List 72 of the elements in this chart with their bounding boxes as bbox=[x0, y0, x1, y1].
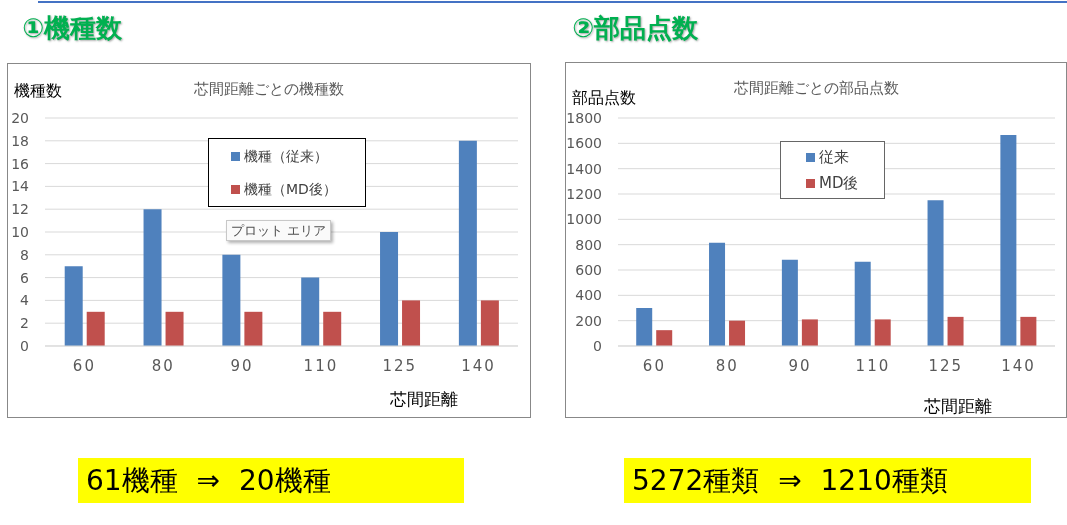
y-tick-label: 10 bbox=[11, 223, 29, 240]
legend-label: MD後 bbox=[819, 174, 859, 192]
y-tick-label: 1200 bbox=[566, 185, 602, 202]
x-tick-label: 110 bbox=[855, 356, 891, 375]
y-tick-label: 1600 bbox=[566, 135, 602, 152]
bar bbox=[458, 140, 477, 346]
bar bbox=[165, 311, 184, 346]
y-tick-label: 1800 bbox=[566, 109, 602, 126]
y-tick-label: 18 bbox=[11, 132, 29, 149]
legend-label: 機種（MD後） bbox=[244, 181, 337, 197]
bar bbox=[854, 261, 871, 346]
bar bbox=[380, 232, 399, 346]
bar bbox=[1020, 316, 1037, 346]
bar bbox=[947, 316, 964, 346]
bar bbox=[927, 200, 944, 346]
bar bbox=[402, 300, 421, 346]
y-tick-label: 0 bbox=[593, 337, 602, 354]
text: ②部品点数 bbox=[572, 13, 699, 43]
bar bbox=[709, 242, 726, 346]
y-tick-label: 200 bbox=[575, 312, 602, 329]
bar bbox=[244, 311, 263, 346]
bar bbox=[143, 209, 162, 346]
bar bbox=[323, 311, 342, 346]
text: 61機種 ⇒ 20機種 bbox=[86, 464, 331, 497]
x-tick-label: 110 bbox=[303, 356, 339, 375]
bar bbox=[729, 320, 746, 346]
bar bbox=[636, 308, 653, 346]
y-tick-label: 1400 bbox=[566, 160, 602, 177]
chart-title: 芯間距離ごとの部品点数 bbox=[733, 79, 899, 97]
y-tick-label: 600 bbox=[575, 261, 602, 278]
y-tick-label: 12 bbox=[11, 201, 29, 218]
bar bbox=[64, 266, 83, 346]
y-axis-title: 部品点数 bbox=[572, 88, 636, 107]
x-tick-label: 90 bbox=[788, 356, 812, 375]
x-axis-title: 芯間距離 bbox=[924, 396, 992, 416]
y-axis-title: 機種数 bbox=[14, 81, 62, 100]
y-tick-label: 2 bbox=[20, 315, 29, 332]
y-tick-label: 4 bbox=[20, 292, 30, 309]
x-tick-label: 80 bbox=[715, 356, 739, 375]
y-tick-label: 6 bbox=[20, 269, 30, 286]
bar bbox=[1000, 135, 1017, 346]
x-axis-title: 芯間距離 bbox=[390, 389, 458, 409]
y-tick-label: 16 bbox=[11, 155, 30, 172]
x-tick-label: 60 bbox=[642, 356, 666, 375]
x-tick-label: 90 bbox=[230, 356, 254, 375]
y-tick-label: 800 bbox=[575, 236, 602, 253]
bar bbox=[222, 254, 241, 346]
bar bbox=[480, 300, 499, 346]
annotation: プロット エリア bbox=[231, 223, 327, 238]
x-tick-label: 125 bbox=[928, 356, 964, 375]
bar bbox=[656, 330, 673, 346]
bar bbox=[781, 259, 798, 346]
y-tick-label: 14 bbox=[11, 178, 30, 195]
chart-title: 芯間距離ごとの機種数 bbox=[194, 80, 344, 98]
y-tick-label: 0 bbox=[20, 337, 29, 354]
legend-label: 従来 bbox=[819, 148, 849, 166]
bar bbox=[301, 277, 320, 346]
y-tick-label: 1000 bbox=[566, 211, 602, 228]
y-tick-label: 20 bbox=[11, 109, 29, 126]
legend-label: 機種（従来） bbox=[244, 148, 328, 164]
y-tick-label: 400 bbox=[575, 287, 602, 304]
x-tick-label: 125 bbox=[382, 356, 418, 375]
x-tick-label: 140 bbox=[461, 356, 496, 375]
bar bbox=[86, 311, 105, 346]
x-tick-label: 60 bbox=[72, 356, 96, 375]
y-tick-label: 8 bbox=[20, 246, 29, 263]
bar bbox=[874, 319, 891, 346]
x-tick-label: 140 bbox=[1001, 356, 1036, 375]
text: ①機種数 bbox=[22, 13, 123, 43]
text: 5272種類 ⇒ 1210種類 bbox=[632, 464, 948, 497]
x-tick-label: 80 bbox=[151, 356, 175, 375]
bar bbox=[801, 319, 818, 346]
